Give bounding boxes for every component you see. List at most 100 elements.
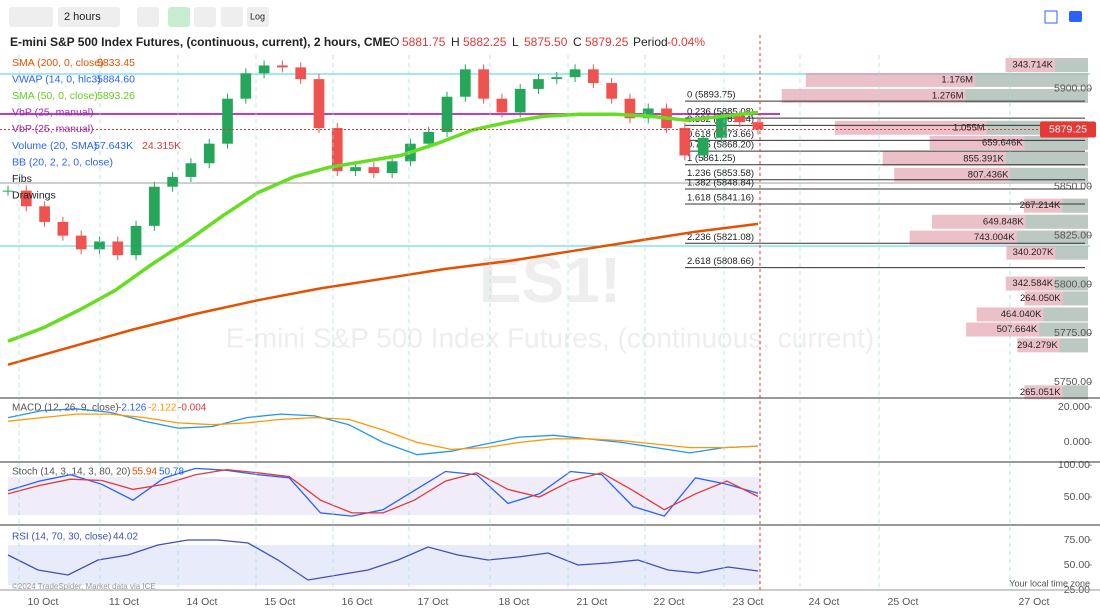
sma200-line [7, 222, 759, 366]
fib-label: 2.618 (5808.66) [687, 256, 754, 267]
last-price-tag [1040, 121, 1096, 138]
timezone-label[interactable]: Your local time zone [1009, 578, 1090, 588]
fullscreen-button[interactable] [1044, 10, 1058, 24]
chart-type-button[interactable] [9, 7, 53, 27]
y-tick-label: 5900.00 [1054, 83, 1092, 95]
log-label[interactable]: Log [250, 11, 265, 21]
volume-profile-bar-up [1062, 385, 1088, 400]
volume-profile-bar-up [1024, 135, 1088, 150]
candle [642, 108, 654, 119]
legend-value: 57.643K [94, 140, 133, 152]
candle [697, 137, 709, 156]
legend-name: VbP (25, manual) [12, 123, 94, 135]
volume-profile-label: 340.207K [1013, 247, 1054, 258]
macd-value: -2.126 [118, 403, 147, 414]
candle [20, 190, 32, 207]
chart-title: E-mini S&P 500 Index Futures, (continuou… [10, 35, 391, 49]
candle [167, 176, 178, 187]
candle [130, 225, 142, 256]
candle [368, 167, 380, 174]
candle [459, 69, 471, 97]
y-tick-label: 5775.00 [1054, 327, 1092, 339]
volume-profile-bar-up [1043, 307, 1088, 322]
y-tick-label: 0.000 [1064, 436, 1090, 448]
stoch-k-line [7, 467, 759, 517]
volume-profile-label: 1.055M [953, 122, 985, 133]
volume-profile-label: 743.004K [974, 232, 1015, 243]
candle [386, 161, 398, 174]
candle [112, 241, 124, 256]
drawing-button[interactable] [221, 7, 243, 27]
ohlc-value: 5882.25 [463, 35, 507, 49]
x-tick-label: 11 Oct [109, 596, 139, 608]
legend-value: 24.315K [142, 140, 181, 152]
candle [588, 69, 599, 84]
candle [185, 163, 197, 177]
x-tick-label: 10 Oct [28, 596, 59, 608]
candle [752, 122, 764, 130]
stoch-title: Stoch (14, 3, 14, 3, 80, 20) [12, 467, 130, 478]
legend-value: 5884.60 [97, 73, 135, 85]
candle [313, 79, 325, 129]
x-tick-label: 27 Oct [1019, 596, 1050, 608]
x-tick-label: 23 Oct [733, 596, 764, 608]
x-tick-label: 17 Oct [418, 596, 449, 608]
volume-profile-bar-up [1039, 322, 1088, 337]
y-tick-label: 50.00 [1064, 491, 1090, 503]
fib-label: 1.236 (5853.58) [687, 168, 754, 179]
candle [533, 79, 544, 89]
ohlc-label: C [573, 35, 582, 49]
interval-label[interactable]: 2 hours [64, 11, 101, 23]
candle [57, 221, 69, 236]
fib-label: 0.786 (5868.20) [687, 140, 754, 151]
volume-profile-label: 659.646K [982, 137, 1023, 148]
settings-button[interactable] [137, 7, 159, 27]
signal-line [7, 413, 759, 451]
indicator-button[interactable] [168, 7, 190, 27]
fib-label: 0 (5893.75) [687, 90, 736, 101]
legend-name: BB (20, 2, 2, 0, close) [12, 156, 113, 168]
y-tick-label: 75.00 [1064, 534, 1090, 546]
toolbar [0, 0, 1100, 33]
period-label: Period [633, 35, 668, 49]
ohlc-value: 5875.50 [524, 35, 568, 49]
volume-profile-label: 649.848K [983, 216, 1024, 227]
legend-name: VbP (25, manual) [12, 107, 94, 119]
fib-label: 0.236 (5885.08) [687, 107, 754, 118]
volume-profile-bar-up [1055, 245, 1088, 260]
stoch-value: 55.94 [132, 467, 157, 478]
interval-button[interactable] [58, 7, 120, 27]
watermark-name: E-mini S&P 500 Index Futures, (continuou… [226, 322, 874, 353]
y-tick-label: 5750.00 [1054, 376, 1092, 388]
candle [478, 69, 489, 99]
candle [716, 116, 727, 138]
y-tick-label: 5825.00 [1054, 229, 1092, 241]
x-tick-label: 21 Oct [577, 596, 608, 608]
volume-profile-label: 342.584K [1012, 278, 1053, 289]
fib-label: 1 (5861.25) [687, 153, 736, 164]
volume-profile-label: 264.050K [1020, 293, 1061, 304]
screenshot-button[interactable] [1069, 11, 1082, 22]
candle [94, 241, 105, 250]
candle [75, 235, 87, 250]
volume-profile-bar-up [1010, 167, 1088, 182]
legend-name: Fibs [12, 173, 32, 185]
log-button[interactable] [247, 7, 269, 27]
volume-profile-bar-up [965, 88, 1088, 103]
candle [240, 73, 252, 99]
rsi-value: 44.02 [113, 532, 138, 543]
volume-profile-label: 267.214K [1020, 200, 1061, 211]
candle [624, 98, 636, 119]
volume-profile-label: 343.714K [1012, 60, 1053, 71]
candle [222, 98, 233, 144]
legend-name: SMA (50, 0, close) [12, 90, 98, 102]
replay-button[interactable] [194, 7, 216, 27]
ohlc-value: 5881.75 [402, 35, 446, 49]
x-tick-label: 14 Oct [187, 596, 218, 608]
legend-value: 5893.26 [97, 90, 135, 102]
volume-profile-bar-up [1016, 230, 1088, 245]
legend-name: Drawings [12, 190, 56, 202]
volume-profile-label: 464.040K [1001, 309, 1042, 320]
